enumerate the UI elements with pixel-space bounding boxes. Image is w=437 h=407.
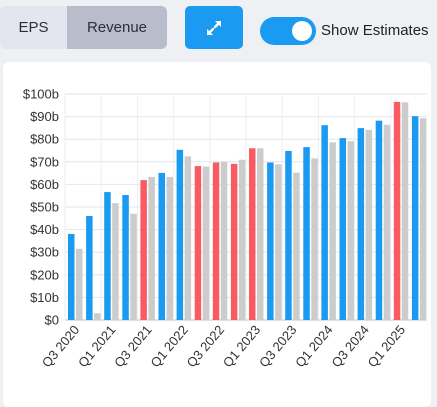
- x-tick-label: Q1 2023: [220, 322, 264, 370]
- bar-actual-q4-2022[interactable]: [230, 163, 238, 320]
- tab-revenue[interactable]: Revenue: [67, 6, 167, 49]
- bar-estimate-q1-2025[interactable]: [401, 102, 409, 320]
- bar-estimate-q2-2023[interactable]: [275, 164, 282, 320]
- x-tick-label: Q3 2020: [39, 322, 83, 370]
- x-tick-label: Q1 2021: [75, 322, 119, 370]
- y-tick-label: $80b: [30, 132, 59, 147]
- bar-estimate-q3-2023[interactable]: [293, 172, 300, 320]
- bar-actual-q4-2021[interactable]: [158, 172, 166, 320]
- bar-actual-q1-2023[interactable]: [249, 148, 256, 320]
- bar-actual-q1-2021[interactable]: [104, 192, 111, 320]
- x-tick-label: Q1 2024: [292, 322, 336, 370]
- bar-actual-q2-2023[interactable]: [267, 162, 274, 320]
- bar-estimate-q3-2024[interactable]: [365, 129, 373, 320]
- y-tick-label: $10b: [30, 290, 59, 305]
- x-tick-label: Q3 2023: [256, 322, 300, 370]
- toggle-knob: [292, 21, 312, 41]
- bar-actual-q3-2020[interactable]: [68, 233, 75, 320]
- bar-actual-q3-2021[interactable]: [140, 180, 147, 320]
- bar-estimate-q4-2024[interactable]: [383, 124, 391, 321]
- bar-actual-q2-2025[interactable]: [411, 116, 419, 320]
- bar-estimate-q4-2022[interactable]: [238, 159, 246, 320]
- chart-panel: $0 $10b $20b $30b $40b $50b $60b $70b $80b $90b $1…: [3, 62, 431, 407]
- bar-estimate-q2-2025[interactable]: [419, 118, 427, 320]
- bar-estimate-q4-2023[interactable]: [311, 158, 318, 320]
- show-estimates-toggle[interactable]: [260, 17, 316, 45]
- bar-actual-q3-2024[interactable]: [357, 128, 365, 320]
- x-tick-label: Q3 2024: [328, 322, 372, 370]
- bar-estimate-q1-2021[interactable]: [112, 203, 119, 320]
- bar-estimate-q3-2020[interactable]: [76, 248, 83, 320]
- bar-actual-q3-2023[interactable]: [285, 150, 292, 320]
- toolbar: EPS Revenue Show Estimates: [0, 0, 437, 56]
- show-estimates-label: Show Estimates: [321, 22, 429, 39]
- x-tick-label: Q1 2025: [365, 322, 409, 370]
- y-tick-label: $0: [45, 313, 59, 328]
- bar-estimate-q3-2022[interactable]: [220, 161, 228, 320]
- expand-arrows-icon: [207, 20, 221, 35]
- bar-actual-q4-2023[interactable]: [303, 147, 310, 320]
- y-tick-label: $30b: [30, 245, 59, 260]
- bar-estimate-q4-2021[interactable]: [166, 176, 174, 320]
- bar-actual-q4-2020[interactable]: [86, 216, 93, 320]
- expand-button[interactable]: [185, 6, 243, 49]
- bar-actual-q3-2022[interactable]: [212, 162, 220, 320]
- y-tick-label: $90b: [30, 109, 59, 124]
- bar-actual-q2-2021[interactable]: [122, 195, 129, 320]
- bar-estimate-q3-2021[interactable]: [148, 176, 155, 320]
- bar-estimate-q1-2024[interactable]: [329, 142, 336, 320]
- revenue-bar-chart: $0 $10b $20b $30b $40b $50b $60b $70b $80b $90b $1…: [23, 87, 427, 370]
- bar-actual-q1-2022[interactable]: [176, 149, 184, 320]
- y-tick-label: $100b: [23, 87, 59, 102]
- x-tick-label: Q1 2022: [147, 322, 191, 370]
- bar-estimate-q2-2022[interactable]: [202, 166, 210, 320]
- bar-actual-q4-2024[interactable]: [375, 120, 383, 320]
- metric-segmented-control: EPS Revenue: [0, 6, 167, 49]
- bar-actual-q1-2025[interactable]: [393, 101, 401, 320]
- y-tick-label: $50b: [30, 200, 59, 215]
- bar-estimate-q4-2020[interactable]: [94, 313, 101, 320]
- bar-actual-q1-2024[interactable]: [321, 125, 328, 320]
- bar-actual-q2-2024[interactable]: [339, 138, 347, 320]
- x-tick-label: Q3 2021: [111, 322, 155, 370]
- y-tick-label: $60b: [30, 177, 59, 192]
- bar-estimate-q1-2022[interactable]: [184, 156, 192, 320]
- y-tick-label: $20b: [30, 267, 59, 282]
- tab-eps[interactable]: EPS: [0, 6, 67, 49]
- x-tick-label: Q3 2022: [184, 322, 228, 370]
- y-tick-label: $40b: [30, 222, 59, 237]
- bar-actual-q2-2022[interactable]: [194, 166, 202, 320]
- bar-estimate-q2-2021[interactable]: [130, 213, 137, 320]
- bar-estimate-q2-2024[interactable]: [347, 141, 355, 320]
- y-tick-label: $70b: [30, 154, 59, 169]
- bar-estimate-q1-2023[interactable]: [257, 148, 264, 320]
